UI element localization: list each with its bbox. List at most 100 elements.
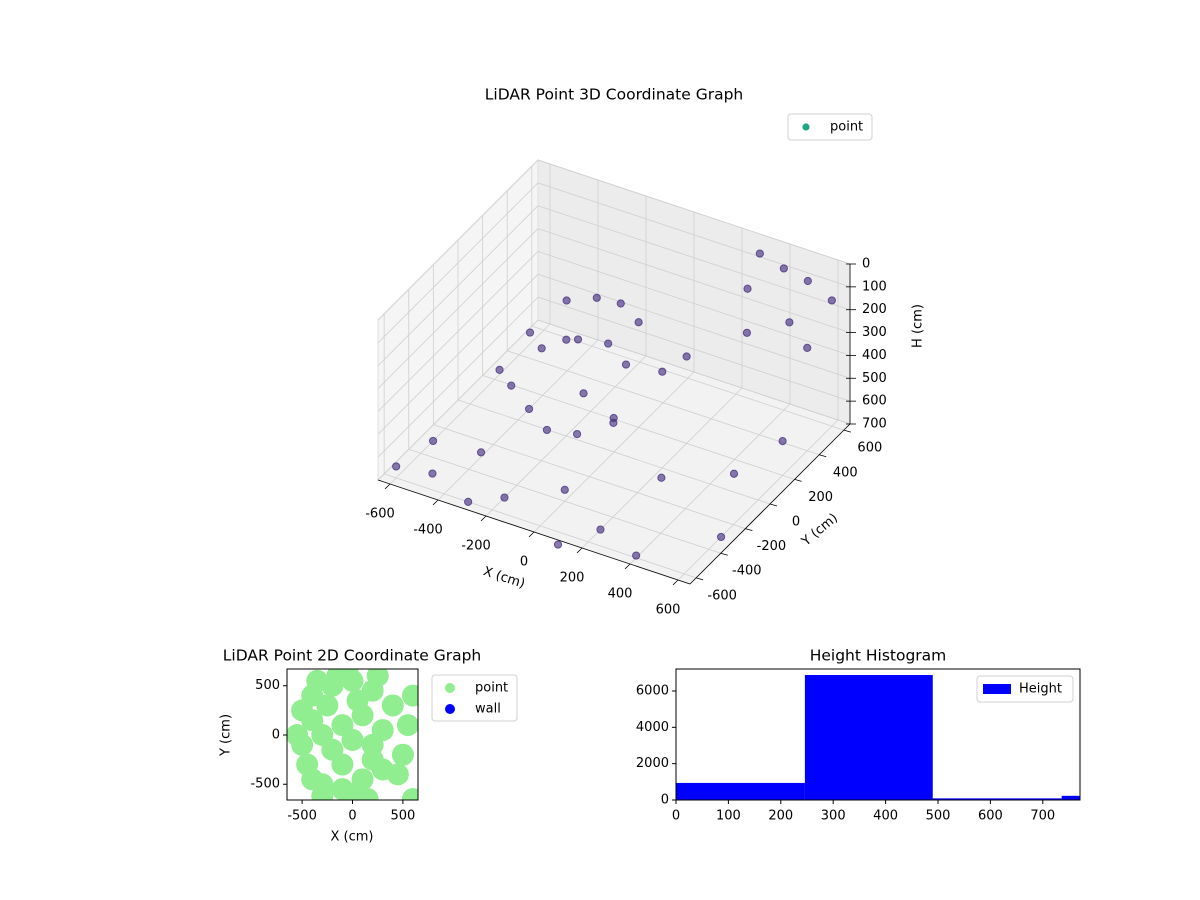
y-tick-label: -500 [250, 777, 280, 792]
point [401, 788, 418, 800]
z-tick-label: 300 [862, 325, 887, 340]
point [381, 694, 404, 717]
bar [804, 674, 933, 800]
legend-label: Height [1019, 682, 1062, 697]
x-tick-label: 600 [978, 809, 1003, 824]
grid-line [537, 273, 851, 379]
grid-line [377, 319, 539, 481]
point [572, 429, 582, 439]
point [755, 249, 764, 258]
y-axis-label: Y (cm) [219, 714, 234, 757]
z-tick-label: 600 [862, 394, 887, 409]
point [391, 743, 414, 766]
x-tick-label: 600 [656, 603, 681, 618]
point [537, 344, 546, 353]
y-axis-line [689, 423, 851, 585]
y-tick-label: 400 [833, 465, 858, 480]
point [341, 728, 364, 751]
grid-line [537, 205, 851, 311]
legend-label: point [475, 681, 508, 696]
tick-mark [576, 547, 583, 554]
tick-mark [480, 515, 487, 522]
bar [932, 798, 1062, 800]
point [604, 339, 613, 348]
z-tick-label: 0 [862, 257, 870, 272]
point [507, 381, 516, 390]
point [742, 328, 752, 337]
point [366, 669, 389, 687]
point [785, 318, 794, 327]
z-tick-label: 100 [862, 279, 887, 294]
chart-histogram: 0 100 200 300 400 500 600 700 0 2000 4000 6000 Heigh… [636, 647, 1081, 824]
x-tick-label: 0 [348, 809, 356, 824]
point [609, 413, 618, 423]
x-tick-label: 200 [768, 809, 793, 824]
point [827, 296, 836, 305]
grid-line [433, 424, 746, 529]
point [428, 436, 438, 446]
point [346, 689, 369, 712]
bar [676, 782, 805, 800]
x-tick-label: 0 [520, 555, 528, 570]
point [291, 733, 314, 756]
legend-marker [983, 684, 1011, 694]
legend-label: point [830, 120, 863, 135]
point [779, 264, 788, 273]
tick-mark [384, 483, 391, 490]
point [553, 540, 563, 549]
grid-line [377, 182, 539, 344]
point [316, 694, 339, 717]
point [621, 360, 631, 369]
x-tick-label: -200 [461, 539, 491, 554]
x-tick-label: 500 [390, 809, 415, 824]
point [306, 669, 329, 692]
y-axis-label: Y (cm) [798, 511, 841, 550]
point [356, 788, 379, 800]
point [579, 389, 588, 398]
x-tick-label: -500 [287, 809, 317, 824]
tick-mark [696, 577, 704, 581]
x-tick-label: 200 [560, 571, 585, 586]
legend-marker [802, 123, 810, 131]
point [573, 335, 583, 344]
grid-line [377, 274, 539, 435]
y-tick-label: 0 [661, 793, 669, 808]
z-tick-label: 200 [862, 302, 887, 317]
y-tick-label: 500 [255, 678, 280, 693]
tick-mark [624, 563, 631, 570]
point [428, 469, 437, 478]
point [542, 425, 552, 435]
grid-line [537, 296, 851, 402]
tick-mark [672, 579, 679, 586]
y-tick-label: 0 [272, 727, 280, 742]
grid-line [537, 319, 851, 425]
grid-line [537, 251, 851, 356]
tick-mark [794, 479, 802, 482]
grid-line [384, 473, 697, 579]
point [386, 763, 409, 786]
grid-line [457, 399, 771, 505]
point [562, 296, 571, 305]
point [301, 768, 324, 791]
point [311, 785, 334, 800]
point [331, 753, 354, 776]
point [392, 462, 401, 471]
tick-mark [843, 429, 851, 433]
bar [1061, 795, 1080, 800]
chart-title: LiDAR Point 2D Coordinate Graph [223, 647, 481, 665]
grid-line [537, 159, 851, 265]
y-tick-label: -400 [732, 564, 762, 579]
y-tick-label: 200 [808, 490, 833, 505]
point [495, 365, 504, 374]
chart-title: LiDAR Point 3D Coordinate Graph [485, 86, 743, 104]
point [803, 276, 812, 286]
x-tick-label: 400 [873, 809, 898, 824]
x-tick-label: -400 [413, 523, 443, 538]
x-tick-label: 300 [821, 809, 846, 824]
point [476, 448, 486, 457]
z-tick-label: 400 [862, 348, 887, 363]
legend-box [976, 675, 1074, 703]
grid-line [408, 448, 721, 554]
x-tick-label: 700 [1030, 809, 1055, 824]
